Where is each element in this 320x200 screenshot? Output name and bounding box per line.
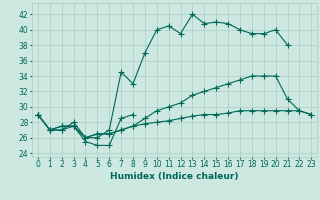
X-axis label: Humidex (Indice chaleur): Humidex (Indice chaleur) <box>110 172 239 181</box>
